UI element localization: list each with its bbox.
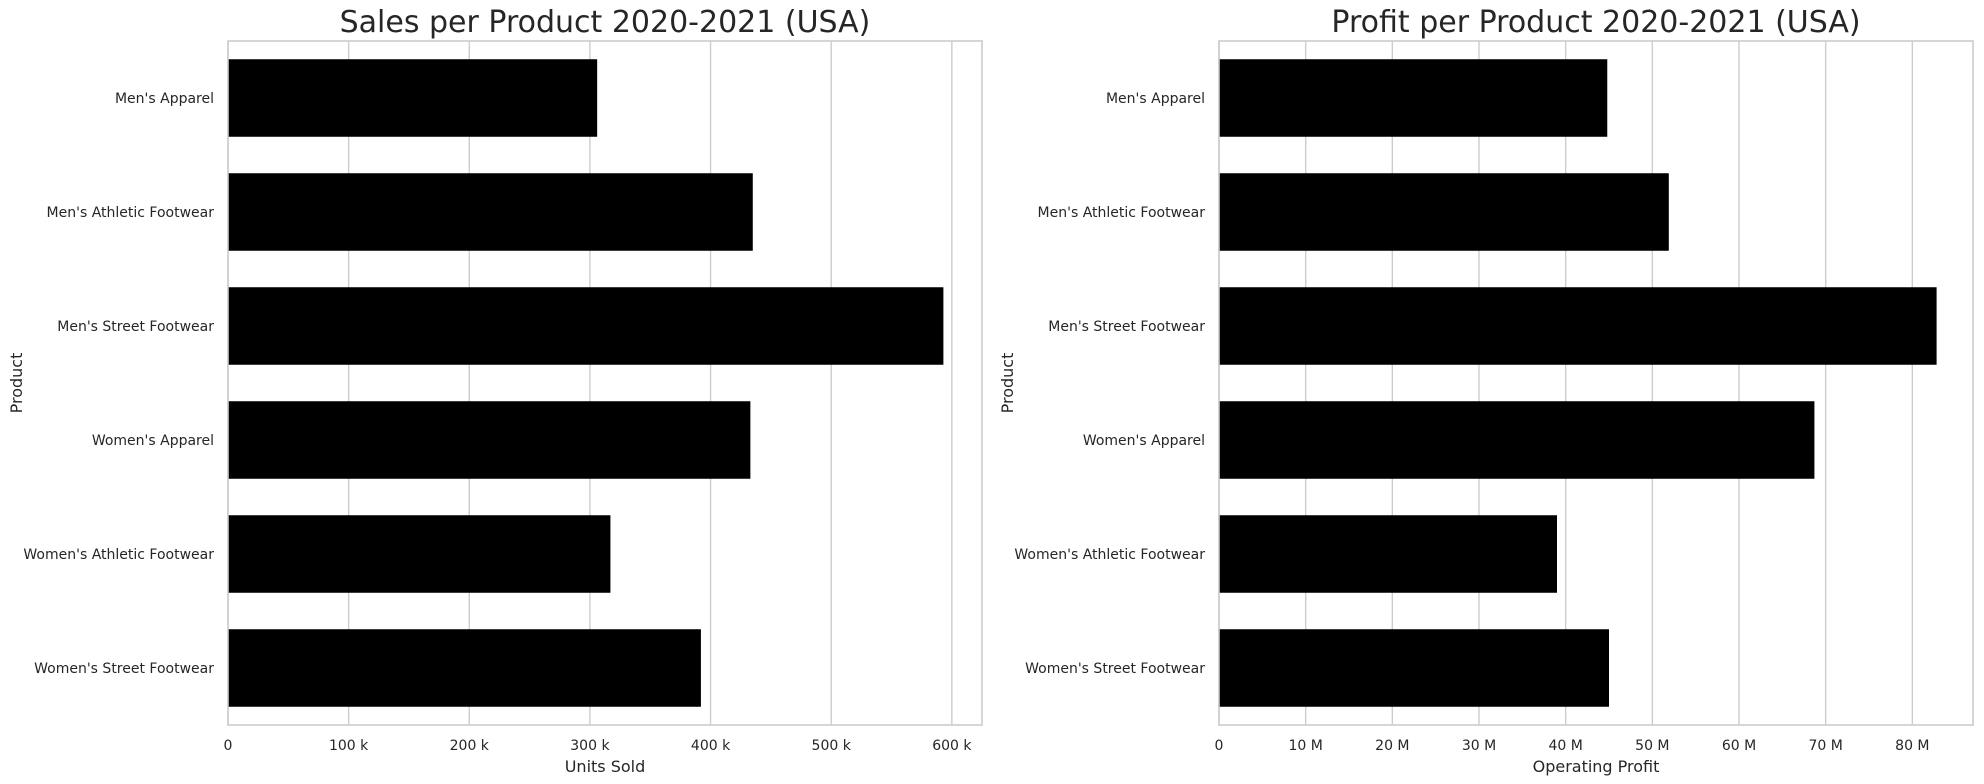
x-tick-label: 70 M bbox=[1808, 738, 1842, 754]
x-tick-label: 80 M bbox=[1895, 738, 1929, 754]
x-tick-label: 100 k bbox=[329, 738, 369, 754]
sales-chart: Men's Apparel Men's Athletic Footwear Men'… bbox=[7, 5, 983, 776]
bar bbox=[228, 629, 701, 707]
axes-frame bbox=[227, 40, 983, 726]
bar bbox=[1219, 59, 1608, 137]
bar bbox=[228, 515, 611, 593]
x-tick-label: 0 bbox=[1215, 738, 1224, 754]
x-tick-label: 60 M bbox=[1722, 738, 1756, 754]
profit-chart: Men's Apparel Men's Athletic Footwear Men'… bbox=[998, 5, 1974, 776]
y-tick-label: Women's Athletic Footwear bbox=[23, 547, 214, 563]
bar bbox=[1219, 401, 1815, 479]
x-tick-label: 300 k bbox=[570, 738, 610, 754]
bar bbox=[1219, 173, 1669, 251]
y-tick-label: Men's Apparel bbox=[1106, 91, 1205, 107]
x-tick-label: 20 M bbox=[1375, 738, 1409, 754]
y-tick-label: Women's Athletic Footwear bbox=[1014, 547, 1205, 563]
chart-title: Profit per Product 2020-2021 (USA) bbox=[1331, 5, 1860, 40]
bar bbox=[1219, 629, 1609, 707]
x-tick-label: 0 bbox=[224, 738, 233, 754]
bar bbox=[1219, 515, 1557, 593]
x-tick-label: 500 k bbox=[812, 738, 852, 754]
x-tick-label: 50 M bbox=[1635, 738, 1669, 754]
axes-frame bbox=[1218, 40, 1974, 726]
bar bbox=[228, 287, 944, 365]
bar bbox=[228, 59, 598, 137]
x-tick-label: 30 M bbox=[1462, 738, 1496, 754]
y-tick-label: Women's Street Footwear bbox=[1025, 661, 1205, 677]
y-tick-label: Men's Athletic Footwear bbox=[47, 205, 215, 221]
bar bbox=[1219, 287, 1937, 365]
x-tick-label: 10 M bbox=[1288, 738, 1322, 754]
y-tick-label: Men's Athletic Footwear bbox=[1038, 205, 1206, 221]
x-tick-label: 40 M bbox=[1548, 738, 1582, 754]
y-tick-label: Women's Apparel bbox=[1083, 433, 1205, 449]
plot-area bbox=[1219, 41, 1973, 725]
y-tick-label: Women's Apparel bbox=[92, 433, 214, 449]
y-tick-label: Men's Street Footwear bbox=[57, 319, 214, 335]
y-tick-label: Men's Street Footwear bbox=[1048, 319, 1205, 335]
y-tick-label: Women's Street Footwear bbox=[34, 661, 214, 677]
x-tick-label: 600 k bbox=[932, 738, 972, 754]
chart-title: Sales per Product 2020-2021 (USA) bbox=[340, 5, 871, 40]
x-tick-label: 200 k bbox=[450, 738, 490, 754]
bar bbox=[228, 173, 753, 251]
y-tick-label: Men's Apparel bbox=[115, 91, 214, 107]
x-tick-label: 400 k bbox=[691, 738, 731, 754]
x-axis-label: Units Sold bbox=[565, 757, 646, 776]
x-axis-label: Operating Profit bbox=[1533, 757, 1660, 776]
bar bbox=[228, 401, 751, 479]
plot-area bbox=[228, 41, 982, 725]
y-axis-label: Product bbox=[998, 353, 1017, 414]
y-axis-label: Product bbox=[7, 353, 26, 414]
